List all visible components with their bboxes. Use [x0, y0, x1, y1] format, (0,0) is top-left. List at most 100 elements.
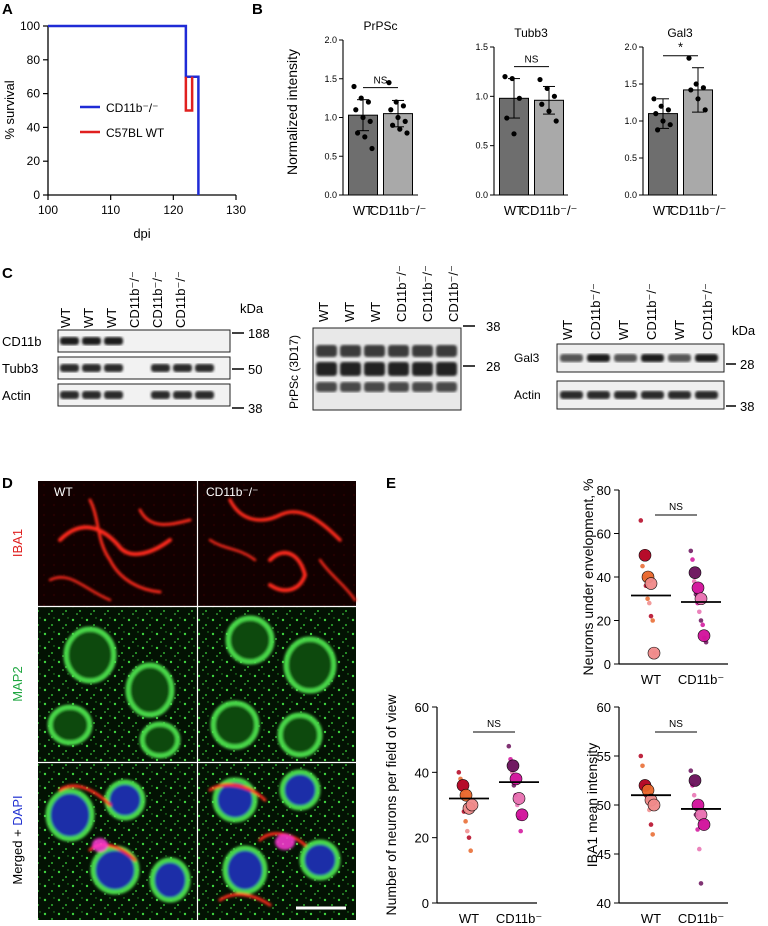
- iba1-ko-image: [198, 481, 356, 606]
- bar-point: [511, 131, 517, 137]
- blot-band: [316, 362, 337, 376]
- blot-band: [340, 345, 361, 357]
- blot-band: [560, 391, 583, 399]
- blot-band: [668, 354, 691, 362]
- microscopy-grid: WT CD11b⁻/⁻ IBA1 MAP2 Merged + DAPI: [10, 481, 357, 920]
- bar-y-tick-label: 0.0: [624, 190, 637, 200]
- blot-band: [340, 362, 361, 376]
- blot-band: [151, 364, 170, 372]
- survival-ylabel: % survival: [2, 80, 17, 139]
- survival-line: [184, 76, 194, 112]
- dot-small: [647, 600, 652, 606]
- dot-small: [690, 557, 695, 562]
- bar-point: [395, 114, 401, 121]
- bar-point: [400, 103, 406, 109]
- blot-band: [412, 362, 433, 376]
- dot-replicate: [647, 646, 661, 660]
- blot-band: [587, 354, 610, 362]
- dot-small: [638, 518, 644, 523]
- western-blots: WT WT WT CD11b⁻/⁻ CD11b⁻/⁻ CD11b⁻/⁻ kDa CD11b Tu…: [2, 265, 756, 416]
- bar-point: [365, 99, 371, 105]
- dot-x-label: CD11b⁻: [678, 911, 724, 926]
- lane-label: WT: [560, 320, 575, 340]
- dot-small: [697, 846, 702, 852]
- y-tick-label: 0: [33, 188, 40, 202]
- blot-band: [82, 337, 101, 345]
- bar-y-tick-label: 0.5: [475, 141, 488, 151]
- bar-y-tick-label: 2.0: [624, 42, 637, 52]
- bar-point: [360, 114, 366, 121]
- dot-y-tick-label: 45: [597, 847, 611, 862]
- dot-y-tick-label: 60: [597, 700, 611, 715]
- blot-band: [436, 345, 457, 357]
- sig-label: NS: [374, 76, 388, 87]
- blot-band: [587, 391, 610, 399]
- bar-point: [539, 101, 545, 107]
- dot-replicate: [512, 792, 526, 805]
- dot-small: [650, 618, 655, 623]
- bar-x-label: CD11b⁻/⁻: [370, 203, 427, 218]
- lane-label: WT: [316, 302, 331, 322]
- marker-label: 50: [248, 362, 262, 377]
- panel-label-c: C: [2, 265, 13, 282]
- dot-small: [518, 828, 523, 834]
- dot-y-tick-label: 20: [597, 614, 611, 629]
- blot-band: [388, 362, 409, 376]
- bar-y-tick-label: 0.5: [624, 153, 637, 163]
- bar-point: [658, 103, 664, 109]
- bar-title: Tubb3: [514, 26, 548, 40]
- blot-strip: [57, 383, 231, 407]
- dot-y-tick-label: 40: [597, 896, 611, 911]
- bar-point: [388, 107, 394, 113]
- blot-band: [436, 382, 457, 392]
- bar-point: [358, 95, 364, 101]
- bar-point: [688, 87, 694, 93]
- dot-replicate: [509, 772, 523, 786]
- bar-ylabel: Normalized intensity: [284, 49, 300, 175]
- bar-point: [351, 83, 357, 90]
- x-tick-label: 130: [226, 203, 246, 217]
- blot-band: [388, 382, 409, 392]
- blot-band: [60, 337, 79, 345]
- blot-band: [364, 345, 385, 357]
- bar-point: [509, 75, 515, 82]
- blot-band: [173, 364, 192, 372]
- bar-x-label: WT: [653, 203, 673, 218]
- dot-small: [688, 768, 694, 773]
- dot-small: [700, 622, 705, 628]
- dot-y-tick-label: 0: [604, 657, 611, 672]
- bar-y-tick-label: 1.5: [475, 42, 488, 52]
- marker-label: 28: [486, 359, 500, 374]
- bar-point: [665, 107, 672, 113]
- bar-y-tick-label: 1.0: [475, 91, 488, 101]
- marker-label: 38: [486, 319, 500, 334]
- blot-band: [641, 391, 664, 399]
- x-tick-label: 100: [38, 203, 58, 217]
- kda-label: kDa: [732, 323, 756, 338]
- row-label-map2: MAP2: [10, 666, 25, 701]
- lane-label: CD11b⁻/⁻: [700, 283, 715, 340]
- lane-label: CD11b⁻/⁻: [150, 271, 165, 328]
- lane-label: WT: [104, 308, 119, 328]
- survival-xlabel: dpi: [133, 226, 150, 241]
- dot-small: [698, 881, 704, 886]
- bar-point: [686, 55, 692, 61]
- blot-band: [195, 364, 214, 372]
- bar-x-label: CD11b⁻/⁻: [521, 203, 578, 218]
- dot-small: [697, 609, 702, 615]
- blot-band: [316, 345, 337, 357]
- dot-x-label: CD11b⁻: [678, 672, 724, 687]
- blot-band: [641, 354, 664, 362]
- lane-label: CD11b⁻/⁻: [420, 265, 435, 322]
- blot-band: [695, 354, 718, 362]
- blot-band: [614, 391, 637, 399]
- dot-y-tick-label: 60: [415, 700, 429, 715]
- bar-x-label: WT: [504, 203, 524, 218]
- y-tick-label: 20: [27, 154, 41, 168]
- sig-label: *: [678, 40, 683, 55]
- blot-row-label: Actin: [514, 388, 541, 402]
- blot-band: [82, 364, 101, 372]
- bar-point: [355, 130, 361, 136]
- bar-y-tick-label: 1.5: [324, 74, 337, 84]
- x-tick-label: 120: [163, 203, 183, 217]
